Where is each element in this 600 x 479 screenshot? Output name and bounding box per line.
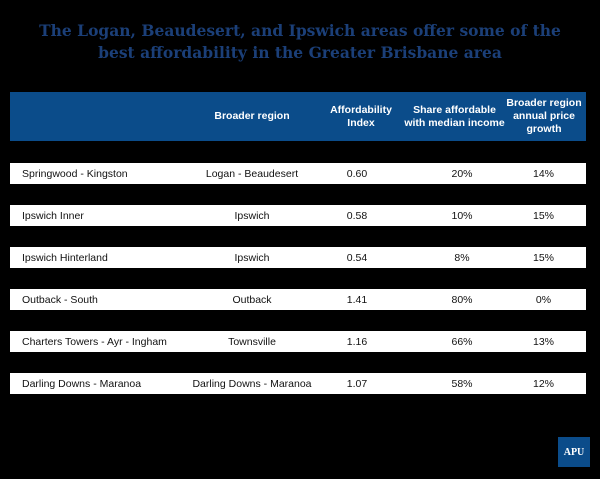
cell-share-affordable: 20% xyxy=(451,167,473,180)
cell-affordability-index: 1.41 xyxy=(346,293,368,306)
title-line-2: best affordability in the Greater Brisba… xyxy=(98,43,502,62)
cell-broader-region: Darling Downs - Maranoa xyxy=(192,377,312,390)
cell-broader-region: Townsville xyxy=(228,335,276,348)
cell-share-affordable: 58% xyxy=(451,377,473,390)
table-row: Outback - South Outback 1.41 80% 0% xyxy=(10,289,586,310)
cell-share-affordable: 66% xyxy=(451,335,473,348)
table-row: Darling Downs - Maranoa Darling Downs - … xyxy=(10,373,586,394)
header-share-affordable: Share affordable with median income xyxy=(404,103,505,129)
cell-area: Ipswich Hinterland xyxy=(22,251,108,264)
cell-price-growth: 13% xyxy=(532,335,554,348)
page-title: The Logan, Beaudesert, and Ipswich areas… xyxy=(0,20,600,64)
cell-share-affordable: 10% xyxy=(451,209,473,222)
table-row: Ipswich Inner Ipswich 0.58 10% 15% xyxy=(10,205,586,226)
cell-affordability-index: 0.60 xyxy=(346,167,368,180)
header-price-growth: Broader region annual price growth xyxy=(506,97,582,135)
title-line-1: The Logan, Beaudesert, and Ipswich areas… xyxy=(39,21,561,40)
cell-affordability-index: 0.58 xyxy=(346,209,368,222)
table-row: Charters Towers - Ayr - Ingham Townsvill… xyxy=(10,331,586,352)
cell-price-growth: 0% xyxy=(535,293,552,306)
cell-area: Outback - South xyxy=(22,293,98,306)
cell-broader-region: Logan - Beaudesert xyxy=(205,167,299,180)
table-header: Broader region Affordability Index Share… xyxy=(10,92,586,141)
cell-affordability-index: 1.16 xyxy=(346,335,368,348)
cell-affordability-index: 1.07 xyxy=(346,377,368,390)
cell-price-growth: 14% xyxy=(532,167,554,180)
cell-affordability-index: 0.54 xyxy=(346,251,368,264)
apu-logo: APU xyxy=(558,437,590,467)
cell-share-affordable: 8% xyxy=(454,251,470,264)
cell-broader-region: Outback xyxy=(232,293,272,306)
cell-price-growth: 12% xyxy=(532,377,554,390)
table-row: Springwood - Kingston Logan - Beaudesert… xyxy=(10,163,586,184)
header-affordability-index: Affordability Index xyxy=(330,103,392,129)
table-row: Ipswich Hinterland Ipswich 0.54 8% 15% xyxy=(10,247,586,268)
cell-broader-region: Ipswich xyxy=(234,209,270,222)
header-broader-region: Broader region xyxy=(214,110,290,122)
cell-area: Springwood - Kingston xyxy=(22,167,128,180)
cell-price-growth: 15% xyxy=(532,251,554,264)
cell-area: Charters Towers - Ayr - Ingham xyxy=(22,335,167,348)
cell-price-growth: 15% xyxy=(532,209,554,222)
cell-area: Darling Downs - Maranoa xyxy=(22,377,142,390)
cell-broader-region: Ipswich xyxy=(234,251,270,264)
cell-area: Ipswich Inner xyxy=(22,209,84,222)
cell-share-affordable: 80% xyxy=(451,293,473,306)
